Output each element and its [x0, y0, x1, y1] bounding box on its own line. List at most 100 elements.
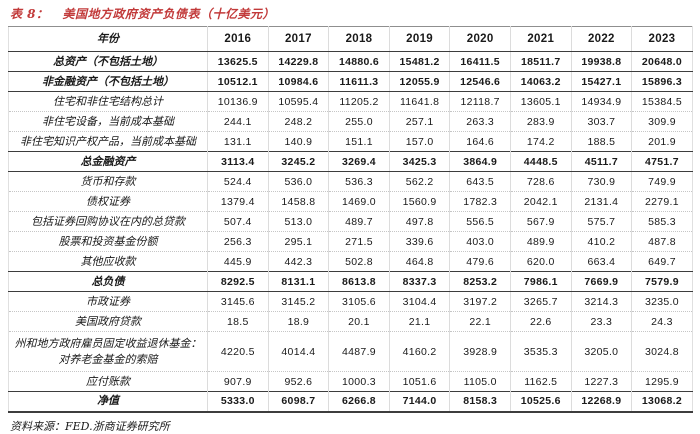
value-cell: 140.9	[267, 131, 329, 152]
value-cell: 567.9	[509, 211, 572, 232]
value-cell: 575.7	[570, 211, 632, 232]
value-cell: 15481.2	[388, 51, 450, 72]
value-cell: 10984.6	[267, 71, 329, 92]
table-row: 净值 5333.0 6098.7 6266.8 7144.0 8158.3 10525.6 1…	[8, 391, 693, 412]
balance-sheet-table: 年份 2016 2017 2018 2019 2020 2021 2022 2023 总资产（…	[8, 26, 693, 413]
value-cell: 3205.0	[570, 331, 632, 372]
value-cell: 4160.2	[388, 331, 450, 372]
value-cell: 3104.4	[388, 291, 450, 312]
value-cell: 7986.1	[509, 271, 572, 292]
table-row: 非住宅知识产权产品，当前成本基础 131.1 140.9 151.1 157.0 164.…	[8, 131, 693, 152]
value-cell: 15896.3	[631, 71, 693, 92]
value-cell: 20.1	[328, 311, 390, 332]
value-cell: 13605.1	[509, 91, 572, 112]
table-row: 债权证券 1379.4 1458.8 1469.0 1560.9 1782.3 2042.1…	[8, 191, 693, 212]
value-cell: 303.7	[570, 111, 632, 132]
year-header-cell: 2021	[509, 26, 572, 52]
value-cell: 536.0	[267, 171, 329, 192]
value-cell: 13625.5	[207, 51, 269, 72]
value-cell: 295.1	[267, 231, 329, 252]
value-cell: 2042.1	[509, 191, 572, 212]
table-header-row: 年份 2016 2017 2018 2019 2020 2021 2022 2023	[8, 26, 693, 52]
value-cell: 4014.4	[267, 331, 329, 372]
value-cell: 3269.4	[328, 151, 390, 172]
value-cell: 13068.2	[631, 391, 693, 412]
value-cell: 24.3	[631, 311, 693, 332]
value-cell: 11641.8	[388, 91, 450, 112]
year-header-cell: 2023	[631, 26, 693, 52]
value-cell: 3113.4	[207, 151, 269, 172]
row-label: 其他应收款	[8, 251, 208, 272]
value-cell: 16411.5	[449, 51, 511, 72]
value-cell: 257.1	[388, 111, 450, 132]
value-cell: 8158.3	[449, 391, 511, 412]
value-cell: 8613.8	[328, 271, 390, 292]
value-cell: 3535.3	[509, 331, 572, 372]
value-cell: 14880.6	[328, 51, 390, 72]
value-cell: 12546.6	[449, 71, 511, 92]
value-cell: 4751.7	[631, 151, 693, 172]
row-label: 包括证券回购协议在内的总贷款	[8, 211, 208, 232]
row-label: 股票和投资基金份额	[8, 231, 208, 252]
value-cell: 507.4	[207, 211, 269, 232]
value-cell: 487.8	[631, 231, 693, 252]
value-cell: 201.9	[631, 131, 693, 152]
year-header-cell: 2017	[267, 26, 329, 52]
value-cell: 11205.2	[328, 91, 390, 112]
value-cell: 907.9	[207, 371, 269, 392]
value-cell: 749.9	[631, 171, 693, 192]
value-cell: 620.0	[509, 251, 572, 272]
value-cell: 256.3	[207, 231, 269, 252]
value-cell: 479.6	[449, 251, 511, 272]
value-cell: 22.6	[509, 311, 572, 332]
value-cell: 1782.3	[449, 191, 511, 212]
value-cell: 497.8	[388, 211, 450, 232]
value-cell: 952.6	[267, 371, 329, 392]
value-cell: 15384.5	[631, 91, 693, 112]
value-cell: 20648.0	[631, 51, 693, 72]
value-cell: 489.7	[328, 211, 390, 232]
value-cell: 649.7	[631, 251, 693, 272]
row-label: 净值	[8, 391, 208, 412]
value-cell: 4220.5	[207, 331, 269, 372]
value-cell: 174.2	[509, 131, 572, 152]
value-cell: 12055.9	[388, 71, 450, 92]
table-row: 州和地方政府雇员固定收益退休基金：对养老金基金的索赔 4220.5 4014.4 44…	[8, 331, 693, 372]
value-cell: 643.5	[449, 171, 511, 192]
value-cell: 5333.0	[207, 391, 269, 412]
row-label: 非金融资产（不包括土地）	[8, 71, 208, 92]
value-cell: 585.3	[631, 211, 693, 232]
value-cell: 10525.6	[509, 391, 572, 412]
value-cell: 3245.2	[267, 151, 329, 172]
value-cell: 131.1	[207, 131, 269, 152]
table-row: 包括证券回购协议在内的总贷款 507.4 513.0 489.7 497.8 556.5 5…	[8, 211, 693, 232]
value-cell: 164.6	[449, 131, 511, 152]
value-cell: 21.1	[388, 311, 450, 332]
row-label: 美国政府贷款	[8, 311, 208, 332]
value-cell: 1295.9	[631, 371, 693, 392]
value-cell: 3105.6	[328, 291, 390, 312]
year-header-cell: 2022	[570, 26, 632, 52]
value-cell: 244.1	[207, 111, 269, 132]
table-title-text: 美国地方政府资产负债表（十亿美元）	[62, 7, 276, 21]
row-label: 非住宅知识产权产品，当前成本基础	[8, 131, 208, 152]
value-cell: 263.3	[449, 111, 511, 132]
value-cell: 4511.7	[570, 151, 632, 172]
value-cell: 188.5	[570, 131, 632, 152]
value-cell: 3145.2	[267, 291, 329, 312]
table-row: 住宅和非住宅结构总计 10136.9 10595.4 11205.2 11641.8 12…	[8, 91, 693, 112]
value-cell: 4487.9	[328, 331, 390, 372]
value-cell: 3214.3	[570, 291, 632, 312]
value-cell: 6266.8	[328, 391, 390, 412]
table-row: 市政证券 3145.6 3145.2 3105.6 3104.4 3197.2 3265.7…	[8, 291, 693, 312]
value-cell: 730.9	[570, 171, 632, 192]
value-cell: 12118.7	[449, 91, 511, 112]
value-cell: 663.4	[570, 251, 632, 272]
value-cell: 283.9	[509, 111, 572, 132]
value-cell: 1000.3	[328, 371, 390, 392]
table-row: 总负债 8292.5 8131.1 8613.8 8337.3 8253.2 7986.1 7…	[8, 271, 693, 292]
value-cell: 1469.0	[328, 191, 390, 212]
value-cell: 10136.9	[207, 91, 269, 112]
row-label: 州和地方政府雇员固定收益退休基金：对养老金基金的索赔	[8, 331, 208, 372]
